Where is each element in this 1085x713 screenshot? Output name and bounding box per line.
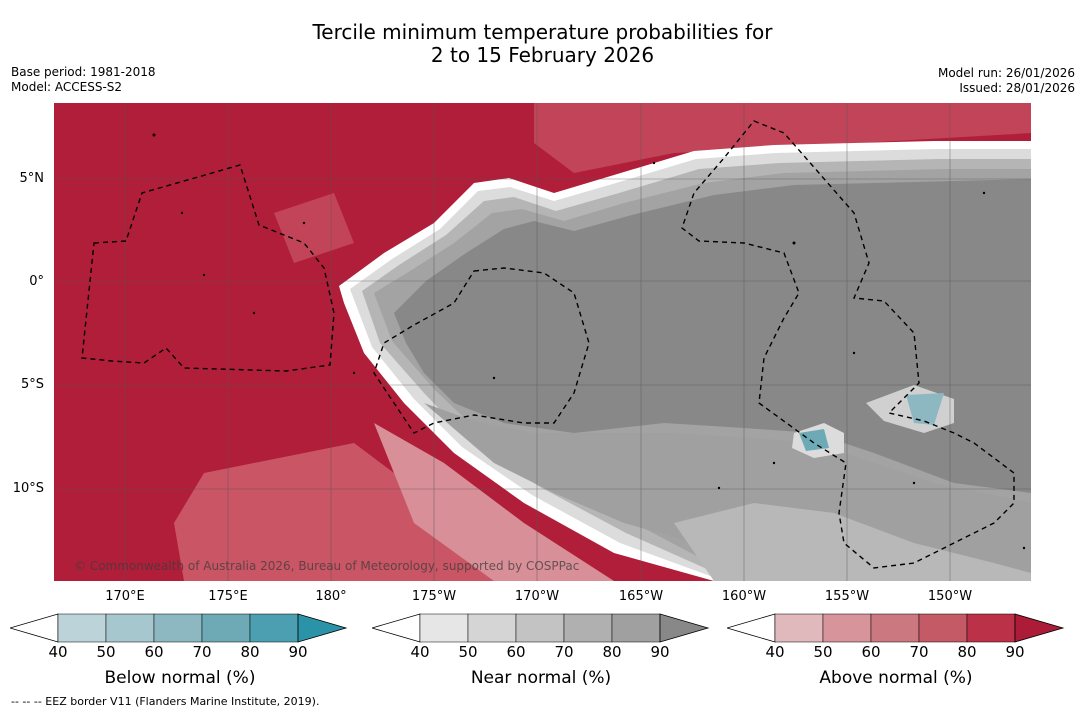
lon-label-160w: 160°W	[721, 589, 767, 604]
lon-label-165w: 165°W	[618, 589, 664, 604]
island-dots	[152, 133, 1026, 550]
colorbar-tick-label: 50	[813, 643, 833, 661]
colorbar-segment	[515, 613, 565, 643]
lat-label-5s: 5°S	[20, 377, 44, 392]
issued-date: Issued: 28/01/2026	[959, 81, 1075, 95]
lat-label-0: 0°	[29, 274, 44, 289]
colorbar-tick-label: 90	[650, 643, 670, 661]
near-normal-lower-2	[674, 503, 1031, 581]
colorbar-tick-label: 70	[192, 643, 212, 661]
colorbar-near-normal	[372, 613, 710, 643]
lon-label-175w: 175°W	[411, 589, 457, 604]
colorbar-above-label: Above normal (%)	[819, 668, 973, 688]
colorbar-tick-label: 60	[144, 643, 164, 661]
below-normal-patch-2-core	[906, 393, 944, 425]
colorbar-segment	[249, 613, 299, 643]
colorbar-segment	[822, 613, 872, 643]
near-normal-core	[394, 179, 1031, 493]
colorbar-segment	[105, 613, 155, 643]
colorbar-below-normal	[10, 613, 348, 643]
colorbar-low-extend	[10, 613, 59, 643]
below-normal-patch-1-core	[799, 429, 829, 451]
lon-label-150w: 150°W	[927, 589, 973, 604]
colorbar-tick-label: 70	[909, 643, 929, 661]
colorbar-tick-label: 60	[506, 643, 526, 661]
colorbar-low-extend	[727, 613, 776, 643]
colorbar-segment	[870, 613, 920, 643]
map-title: Tercile minimum temperature probabilitie…	[0, 21, 1085, 67]
meta-left: Base period: 1981-2018 Model: ACCESS-S2	[11, 65, 156, 95]
lat-label-10s: 10°S	[12, 481, 44, 496]
lat-label-5n: 5°N	[19, 171, 45, 186]
lon-label-175e: 175°E	[208, 589, 248, 604]
colorbar-segment	[966, 613, 1016, 643]
colorbar-tick-label: 40	[765, 643, 785, 661]
colorbar-high-extend	[297, 613, 348, 643]
colorbar-segment	[57, 613, 107, 643]
colorbar-below-label: Below normal (%)	[104, 668, 256, 688]
colorbar-tick-label: 40	[410, 643, 430, 661]
colorbar-near-label: Near normal (%)	[470, 668, 612, 688]
colorbar-tick-label: 90	[1005, 643, 1025, 661]
colorbar-tick-label: 70	[554, 643, 574, 661]
colorbar-segment	[419, 613, 469, 643]
colorbar-tick-label: 50	[96, 643, 116, 661]
map-gridlines	[54, 103, 1031, 581]
colorbar-tick-label: 90	[288, 643, 308, 661]
lon-label-155w: 155°W	[824, 589, 870, 604]
lon-label-170e: 170°E	[105, 589, 145, 604]
meta-right: Model run: 26/01/2026 Issued: 28/01/2026	[938, 66, 1075, 96]
colorbar-segment	[774, 613, 824, 643]
colorbar-tick-label: 80	[957, 643, 977, 661]
title-line-1: Tercile minimum temperature probabilitie…	[312, 20, 773, 44]
probability-map	[54, 103, 1031, 581]
lon-label-180: 180°	[315, 589, 347, 604]
above-normal-top-band	[534, 103, 1031, 173]
colorbar-tick-label: 80	[602, 643, 622, 661]
colorbar-tick-label: 60	[861, 643, 881, 661]
colorbar-segment	[467, 613, 517, 643]
colorbar-segment	[918, 613, 968, 643]
eez-footnote: -- -- -- EEZ border V11 (Flanders Marine…	[11, 695, 320, 708]
eez-borders	[81, 120, 1015, 569]
copyright-notice: © Commonwealth of Australia 2026, Bureau…	[74, 559, 580, 573]
colorbar-low-extend	[372, 613, 421, 643]
lon-label-170w: 170°W	[514, 589, 560, 604]
model-name: Model: ACCESS-S2	[11, 80, 123, 94]
title-line-2: 2 to 15 February 2026	[430, 43, 655, 67]
colorbar-above-normal	[727, 613, 1065, 643]
model-run: Model run: 26/01/2026	[937, 66, 1075, 80]
above-normal-light-area-3	[274, 193, 354, 263]
colorbar-segment	[563, 613, 613, 643]
colorbar-segment	[611, 613, 661, 643]
base-period: Base period: 1981-2018	[11, 65, 156, 79]
colorbar-segment	[201, 613, 251, 643]
colorbar-high-extend	[659, 613, 710, 643]
colorbar-segment	[153, 613, 203, 643]
colorbar-high-extend	[1014, 613, 1065, 643]
colorbar-tick-label: 50	[458, 643, 478, 661]
colorbar-tick-label: 40	[48, 643, 68, 661]
colorbar-tick-label: 80	[240, 643, 260, 661]
